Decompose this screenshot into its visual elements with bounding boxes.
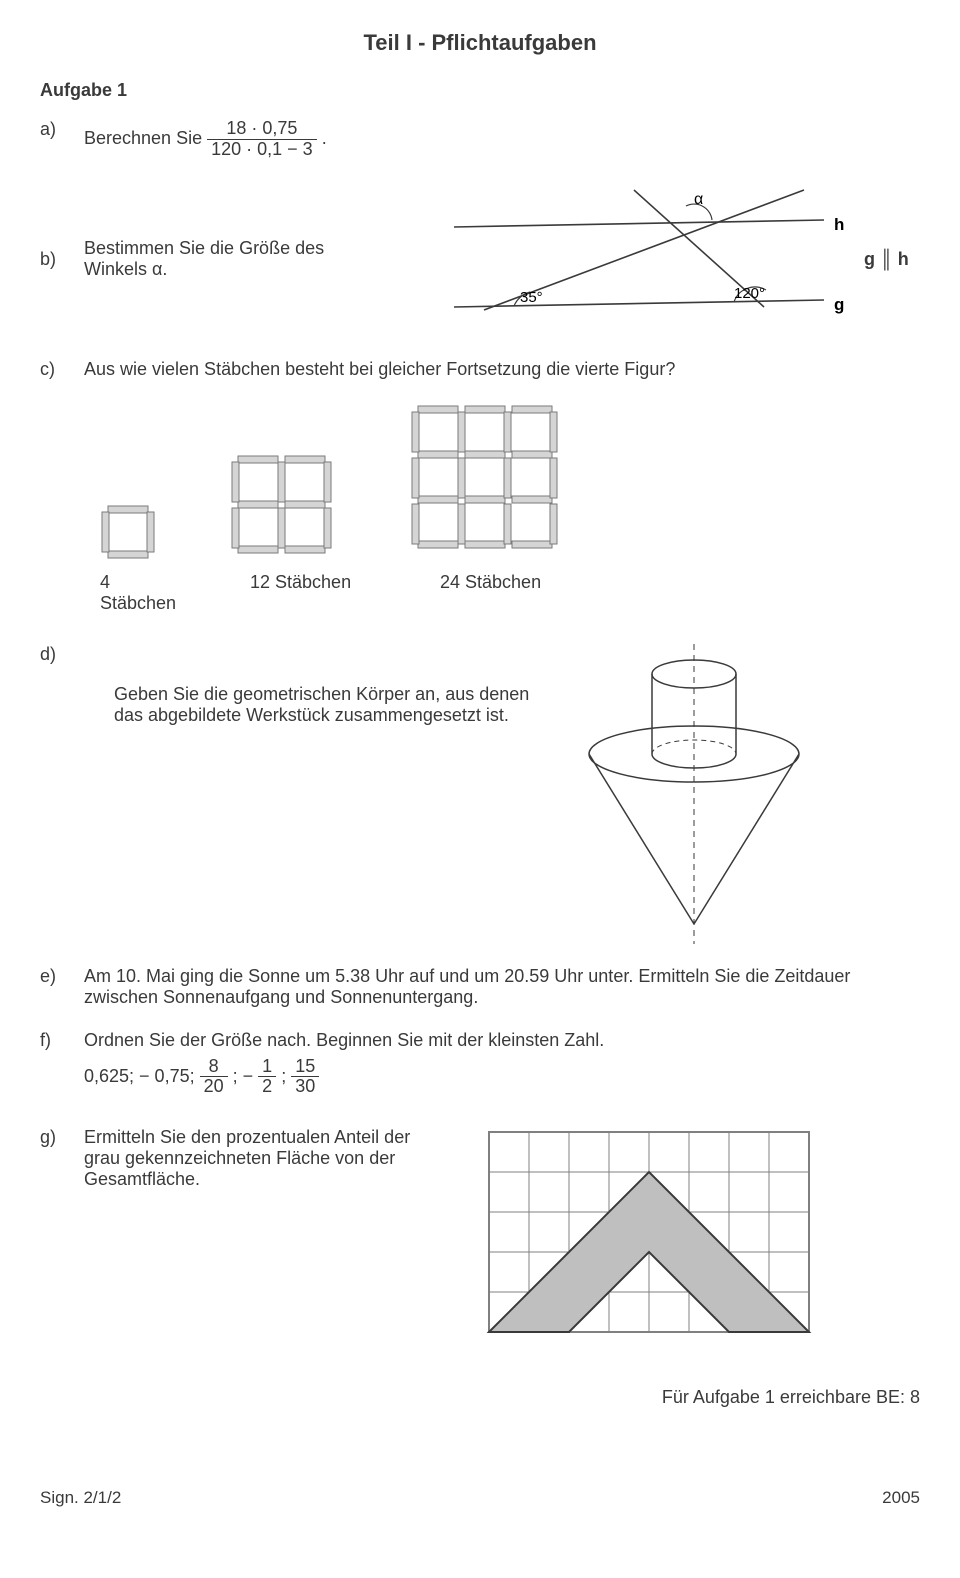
page-footer: Sign. 2/1/2 2005 — [40, 1488, 920, 1508]
stick-fig-3 — [410, 402, 570, 562]
f-frac2-den: 2 — [258, 1076, 276, 1097]
f-frac2-num: 1 — [258, 1057, 276, 1077]
f-frac1-num: 8 — [200, 1057, 228, 1077]
page-title: Teil I - Pflichtaufgaben — [40, 30, 920, 56]
label-h: h — [834, 215, 844, 234]
label-120: 120° — [734, 285, 765, 302]
cap2: 12 Stäbchen — [250, 572, 370, 614]
be-line: Für Aufgabe 1 erreichbare BE: 8 — [40, 1387, 920, 1408]
task-heading: Aufgabe 1 — [40, 80, 920, 101]
item-c: c) Aus wie vielen Stäbchen besteht bei g… — [40, 359, 920, 380]
f-seq-pre: 0,625; − 0,75; — [84, 1066, 200, 1086]
d-text: Geben Sie die geometrischen Körper an, a… — [114, 644, 534, 726]
enum-b: b) — [40, 249, 84, 270]
label-35: 35° — [520, 289, 543, 306]
footer-left: Sign. 2/1/2 — [40, 1488, 121, 1508]
cap3: 24 Stäbchen — [440, 572, 600, 614]
item-a: a) Berechnen Sie 18 · 0,75 120 · 0,1 − 3… — [40, 119, 920, 160]
stick-fig-1 — [100, 502, 160, 562]
stick-captions: 4 Stäbchen 12 Stäbchen 24 Stäbchen — [100, 572, 920, 614]
f-line1: Ordnen Sie der Größe nach. Beginnen Sie … — [84, 1030, 920, 1051]
solid-figure — [564, 644, 824, 944]
f-frac1: 8 20 — [200, 1057, 228, 1098]
a-text-post: . — [322, 128, 327, 148]
enum-c: c) — [40, 359, 84, 380]
stick-figures — [100, 402, 920, 562]
label-alpha: α — [694, 191, 703, 208]
a-fraction: 18 · 0,75 120 · 0,1 − 3 — [207, 119, 317, 160]
enum-f: f) — [40, 1030, 84, 1051]
b-text: Bestimmen Sie die Größe des Winkels α. — [84, 238, 324, 279]
f-frac3-den: 30 — [291, 1076, 319, 1097]
g-text: Ermitteln Sie den prozentualen Anteil de… — [84, 1127, 444, 1190]
label-g-parallel-h: g ║ h — [864, 249, 909, 270]
grid-triangle — [484, 1127, 824, 1357]
item-b: b) Bestimmen Sie die Größe des Winkels α… — [40, 182, 920, 337]
f-frac1-den: 20 — [200, 1076, 228, 1097]
f-frac3-num: 15 — [291, 1057, 319, 1077]
a-frac-num: 18 · 0,75 — [207, 119, 317, 139]
f-sep1: ; − — [233, 1066, 259, 1086]
item-d: d) Geben Sie die geometrischen Körper an… — [40, 644, 920, 944]
stick-fig-2 — [230, 452, 340, 562]
enum-d: d) — [40, 644, 84, 665]
enum-g: g) — [40, 1127, 84, 1148]
f-frac2: 1 2 — [258, 1057, 276, 1098]
enum-a: a) — [40, 119, 84, 140]
f-sep2: ; — [281, 1066, 291, 1086]
angle-diagram: α 35° 120° h g — [424, 182, 864, 337]
a-frac-den: 120 · 0,1 − 3 — [207, 139, 317, 160]
f-frac3: 15 30 — [291, 1057, 319, 1098]
item-f: f) Ordnen Sie der Größe nach. Beginnen S… — [40, 1030, 920, 1098]
a-text-pre: Berechnen Sie — [84, 128, 207, 148]
c-text: Aus wie vielen Stäbchen besteht bei glei… — [84, 359, 920, 380]
cap1: 4 Stäbchen — [100, 572, 180, 614]
item-g: g) Ermitteln Sie den prozentualen Anteil… — [40, 1127, 920, 1357]
enum-e: e) — [40, 966, 84, 987]
e-text: Am 10. Mai ging die Sonne um 5.38 Uhr au… — [84, 966, 920, 1008]
label-g: g — [834, 295, 844, 314]
footer-right: 2005 — [882, 1488, 920, 1508]
item-e: e) Am 10. Mai ging die Sonne um 5.38 Uhr… — [40, 966, 920, 1008]
